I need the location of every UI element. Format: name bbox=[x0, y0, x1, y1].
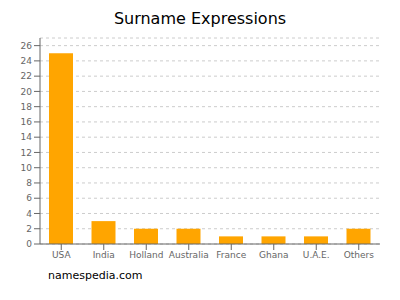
svg-text:India: India bbox=[93, 250, 115, 260]
svg-text:Ghana: Ghana bbox=[259, 250, 288, 260]
svg-text:France: France bbox=[216, 250, 246, 260]
svg-text:Holland: Holland bbox=[129, 250, 163, 260]
svg-text:24: 24 bbox=[21, 56, 33, 66]
svg-text:12: 12 bbox=[21, 148, 32, 158]
svg-text:20: 20 bbox=[21, 87, 33, 97]
svg-text:16: 16 bbox=[21, 117, 33, 127]
svg-text:Australia: Australia bbox=[169, 250, 209, 260]
svg-text:2: 2 bbox=[26, 224, 32, 234]
svg-text:26: 26 bbox=[21, 41, 33, 51]
svg-text:6: 6 bbox=[26, 193, 32, 203]
svg-text:22: 22 bbox=[21, 71, 32, 81]
html-text:namespedia.com: namespedia.com bbox=[48, 269, 143, 282]
svg-text:8: 8 bbox=[26, 178, 32, 188]
html-text:Surname Expressions: Surname Expressions bbox=[113, 9, 287, 28]
svg-text:USA: USA bbox=[52, 250, 71, 260]
svg-text:0: 0 bbox=[26, 239, 32, 249]
svg-text:U.A.E.: U.A.E. bbox=[303, 250, 330, 260]
svg-text:18: 18 bbox=[21, 102, 33, 112]
svg-text:10: 10 bbox=[21, 163, 33, 173]
svg-text:4: 4 bbox=[26, 209, 32, 219]
svg-text:14: 14 bbox=[21, 132, 33, 142]
svg-text:Others: Others bbox=[344, 250, 375, 260]
